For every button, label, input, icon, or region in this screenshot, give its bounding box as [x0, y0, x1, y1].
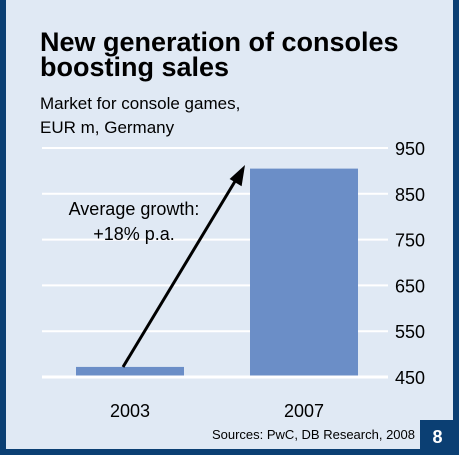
x-axis-tick-labels: 2003 2007 [110, 401, 324, 421]
bar-2003 [76, 366, 184, 377]
bar-chart: 950 850 750 650 550 450 2003 2007 Average grow… [42, 139, 425, 421]
subtitle-line-2: EUR m, Germany [40, 118, 175, 137]
source-note: Sources: PwC, DB Research, 2008 [211, 427, 415, 442]
growth-arrow [121, 165, 245, 368]
y-tick-label: 550 [395, 322, 425, 342]
bar-2007 [250, 168, 358, 377]
subtitle-line-1: Market for console games, [40, 94, 241, 113]
y-tick-label: 750 [395, 231, 425, 251]
chart-title: New generation of consoles boosting sale… [40, 27, 399, 82]
y-tick-label: 450 [395, 368, 425, 388]
x-tick-label: 2003 [110, 401, 150, 421]
y-tick-label: 950 [395, 139, 425, 159]
annotation-line-2: +18% p.a. [93, 224, 175, 244]
annotation-line-1: Average growth: [69, 199, 200, 219]
page-number-badge: 8 [420, 420, 455, 455]
bars [76, 168, 358, 377]
chart-subtitle: Market for console games, EUR m, Germany [40, 92, 340, 140]
y-axis-tick-labels: 950 850 750 650 550 450 [395, 139, 425, 388]
y-tick-label: 850 [395, 185, 425, 205]
y-tick-label: 650 [395, 276, 425, 296]
x-tick-label: 2007 [284, 401, 324, 421]
